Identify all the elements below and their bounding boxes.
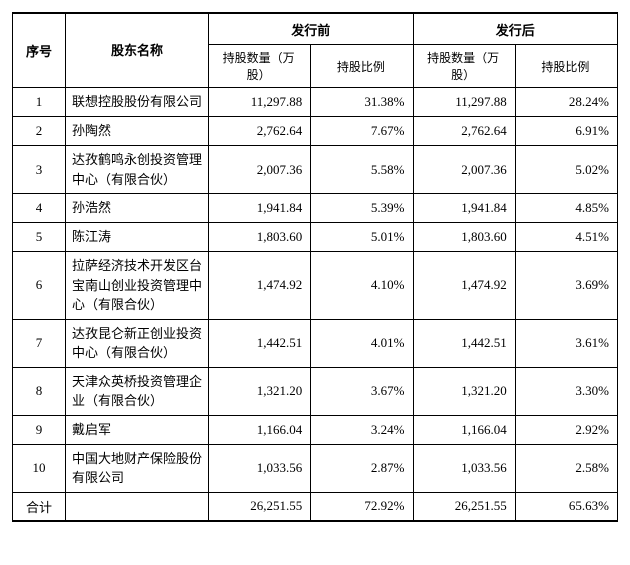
cell-after-pct: 6.91%	[515, 117, 617, 146]
table-row: 6拉萨经济技术开发区台宝南山创业投资管理中心（有限合伙）1,474.924.10…	[13, 252, 618, 320]
cell-before-shares: 2,762.64	[209, 117, 311, 146]
cell-seq: 5	[13, 223, 66, 252]
cell-after-shares: 1,321.20	[413, 367, 515, 415]
cell-before-shares: 1,033.56	[209, 444, 311, 492]
cell-before-shares: 2,007.36	[209, 146, 311, 194]
table-row: 10中国大地财产保险股份有限公司1,033.562.87%1,033.562.5…	[13, 444, 618, 492]
header-after-pct: 持股比例	[515, 45, 617, 88]
shareholder-table: 序号 股东名称 发行前 发行后 持股数量（万股） 持股比例 持股数量（万股） 持…	[12, 12, 618, 522]
cell-seq: 6	[13, 252, 66, 320]
cell-after-shares: 1,442.51	[413, 319, 515, 367]
cell-after-shares: 1,941.84	[413, 194, 515, 223]
cell-name: 孙浩然	[66, 194, 209, 223]
table-row: 1联想控股股份有限公司11,297.8831.38%11,297.8828.24…	[13, 88, 618, 117]
cell-before-shares: 1,321.20	[209, 367, 311, 415]
table-row: 9戴启军1,166.043.24%1,166.042.92%	[13, 415, 618, 444]
total-after-pct: 65.63%	[515, 492, 617, 521]
cell-after-pct: 4.85%	[515, 194, 617, 223]
cell-after-shares: 11,297.88	[413, 88, 515, 117]
total-after-shares: 26,251.55	[413, 492, 515, 521]
table-row: 8天津众英桥投资管理企业（有限合伙）1,321.203.67%1,321.203…	[13, 367, 618, 415]
header-before-shares: 持股数量（万股）	[209, 45, 311, 88]
cell-seq: 8	[13, 367, 66, 415]
cell-after-shares: 2,007.36	[413, 146, 515, 194]
header-before-group: 发行前	[209, 13, 414, 45]
cell-after-pct: 4.51%	[515, 223, 617, 252]
cell-name: 达孜鹤鸣永创投资管理中心（有限合伙）	[66, 146, 209, 194]
table-row: 3达孜鹤鸣永创投资管理中心（有限合伙）2,007.365.58%2,007.36…	[13, 146, 618, 194]
cell-before-pct: 5.01%	[311, 223, 413, 252]
cell-after-pct: 2.92%	[515, 415, 617, 444]
header-after-group: 发行后	[413, 13, 618, 45]
header-shareholder: 股东名称	[66, 13, 209, 88]
cell-name: 孙陶然	[66, 117, 209, 146]
cell-seq: 10	[13, 444, 66, 492]
cell-before-pct: 31.38%	[311, 88, 413, 117]
cell-seq: 7	[13, 319, 66, 367]
cell-after-pct: 5.02%	[515, 146, 617, 194]
cell-seq: 3	[13, 146, 66, 194]
cell-before-pct: 4.01%	[311, 319, 413, 367]
header-after-shares: 持股数量（万股）	[413, 45, 515, 88]
cell-before-shares: 1,166.04	[209, 415, 311, 444]
total-before-shares: 26,251.55	[209, 492, 311, 521]
cell-after-shares: 2,762.64	[413, 117, 515, 146]
cell-name: 达孜昆仑新正创业投资中心（有限合伙）	[66, 319, 209, 367]
cell-after-shares: 1,474.92	[413, 252, 515, 320]
cell-after-shares: 1,803.60	[413, 223, 515, 252]
cell-after-pct: 28.24%	[515, 88, 617, 117]
cell-before-shares: 1,941.84	[209, 194, 311, 223]
table-row: 5陈江涛1,803.605.01%1,803.604.51%	[13, 223, 618, 252]
cell-seq: 4	[13, 194, 66, 223]
cell-after-pct: 3.30%	[515, 367, 617, 415]
cell-seq: 1	[13, 88, 66, 117]
cell-name: 中国大地财产保险股份有限公司	[66, 444, 209, 492]
cell-before-pct: 2.87%	[311, 444, 413, 492]
cell-before-pct: 4.10%	[311, 252, 413, 320]
cell-after-shares: 1,166.04	[413, 415, 515, 444]
cell-before-shares: 1,442.51	[209, 319, 311, 367]
cell-after-pct: 3.61%	[515, 319, 617, 367]
cell-after-pct: 3.69%	[515, 252, 617, 320]
cell-name: 天津众英桥投资管理企业（有限合伙）	[66, 367, 209, 415]
cell-before-shares: 1,803.60	[209, 223, 311, 252]
cell-before-pct: 5.58%	[311, 146, 413, 194]
header-before-pct: 持股比例	[311, 45, 413, 88]
cell-before-pct: 3.67%	[311, 367, 413, 415]
cell-before-shares: 11,297.88	[209, 88, 311, 117]
cell-name: 拉萨经济技术开发区台宝南山创业投资管理中心（有限合伙）	[66, 252, 209, 320]
cell-before-pct: 5.39%	[311, 194, 413, 223]
cell-before-pct: 7.67%	[311, 117, 413, 146]
cell-name: 联想控股股份有限公司	[66, 88, 209, 117]
cell-after-shares: 1,033.56	[413, 444, 515, 492]
table-row: 2孙陶然2,762.647.67%2,762.646.91%	[13, 117, 618, 146]
cell-seq: 2	[13, 117, 66, 146]
total-label: 合计	[13, 492, 66, 521]
total-before-pct: 72.92%	[311, 492, 413, 521]
table-row: 4孙浩然1,941.845.39%1,941.844.85%	[13, 194, 618, 223]
cell-after-pct: 2.58%	[515, 444, 617, 492]
cell-before-shares: 1,474.92	[209, 252, 311, 320]
table-row: 7达孜昆仑新正创业投资中心（有限合伙）1,442.514.01%1,442.51…	[13, 319, 618, 367]
cell-name: 陈江涛	[66, 223, 209, 252]
total-name-blank	[66, 492, 209, 521]
cell-before-pct: 3.24%	[311, 415, 413, 444]
cell-seq: 9	[13, 415, 66, 444]
header-seq: 序号	[13, 13, 66, 88]
cell-name: 戴启军	[66, 415, 209, 444]
